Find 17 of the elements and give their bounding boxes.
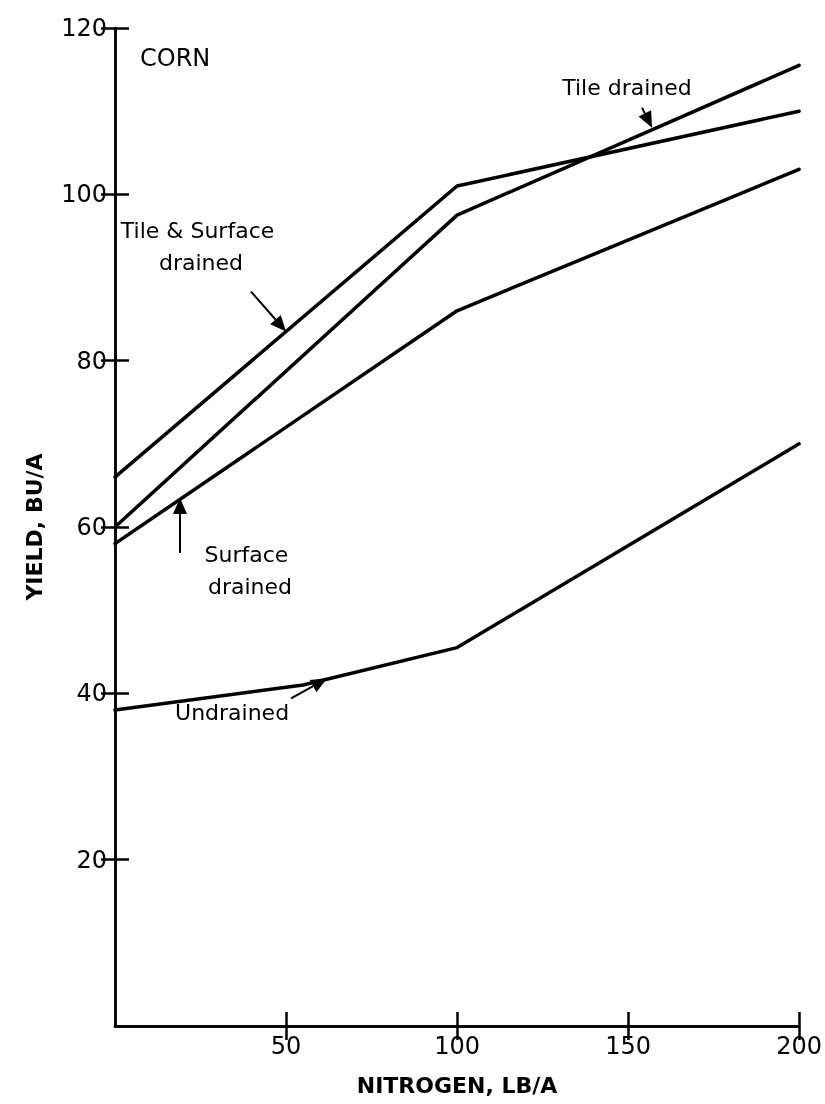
annotation: Undrained [175, 699, 290, 725]
y-axis-title: YIELD, BU/A [21, 453, 47, 602]
x-tick-label: 50 [270, 1032, 302, 1060]
annotation: Tile & Surface drained [119, 218, 282, 276]
x-tick-label: 150 [605, 1032, 651, 1060]
y-tick-label: 20 [76, 845, 107, 874]
annotation: CORN [140, 44, 211, 72]
y-tick-label: 40 [76, 679, 107, 708]
y-tick-label: 100 [61, 180, 107, 209]
x-tick-label: 200 [776, 1032, 822, 1060]
y-tick-label: 80 [76, 346, 107, 375]
x-tick-label: 100 [434, 1032, 480, 1060]
y-tick-label: 60 [76, 513, 107, 541]
y-tick-label: 120 [61, 14, 107, 42]
annotation: Surface drained [204, 542, 296, 600]
annotation: Tile drained [561, 75, 692, 101]
x-axis-title: NITROGEN, LB/A [356, 1072, 558, 1098]
